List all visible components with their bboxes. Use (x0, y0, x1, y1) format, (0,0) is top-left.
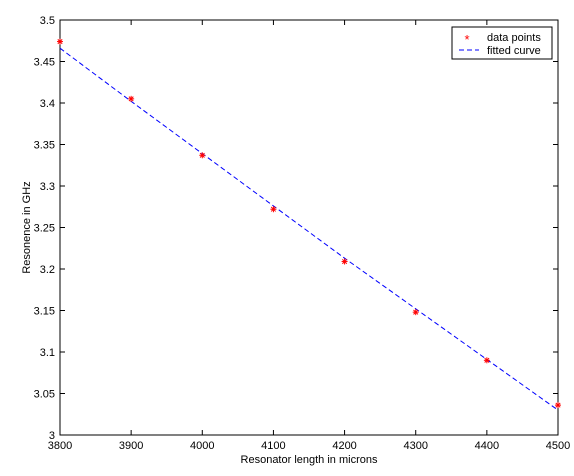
data-point (412, 309, 419, 316)
y-tick-label: 3.4 (40, 98, 55, 110)
y-axis-label: Resonence in GHz (21, 181, 33, 273)
fitted-curve-line (59, 47, 559, 411)
x-tick-label: 4500 (546, 440, 570, 452)
legend: * data points fitted curve (451, 26, 553, 60)
data-point (341, 258, 348, 265)
x-tick-label: 3900 (119, 440, 143, 452)
data-point (555, 402, 561, 409)
x-tick-label: 4300 (403, 440, 427, 452)
y-tick-label: 3.3 (40, 181, 55, 193)
y-tick-label: 3.2 (40, 264, 55, 276)
x-tick-label: 4200 (332, 440, 356, 452)
y-tick-label: 3.45 (34, 57, 55, 69)
y-tick-label: 3.25 (34, 223, 55, 235)
y-tick-label: 3.15 (34, 306, 55, 318)
y-tick-label: 3.1 (40, 347, 55, 359)
x-tick-label: 3800 (48, 440, 72, 452)
legend-marker-data-points: * (464, 32, 469, 47)
y-tick-label: 3.05 (34, 389, 55, 401)
axis-ticks: 3800 3900 4000 4100 4200 4300 4400 4500 3 3.05 3.1… (34, 15, 571, 452)
y-tick-label: 3.5 (40, 15, 55, 27)
x-axis-label: Resonator length in microns (241, 454, 378, 466)
plot-area (59, 19, 559, 436)
legend-label-data-points: data points (487, 32, 541, 44)
data-point (270, 206, 277, 213)
series-layer (57, 38, 561, 411)
data-point (128, 95, 135, 102)
x-tick-label: 4100 (261, 440, 285, 452)
legend-box (451, 26, 553, 60)
data-point (57, 38, 63, 45)
data-point (483, 357, 490, 364)
x-tick-label: 4400 (475, 440, 499, 452)
y-tick-label: 3 (49, 430, 55, 442)
legend-label-fitted-curve: fitted curve (487, 45, 541, 57)
data-point (199, 152, 206, 159)
x-tick-label: 4000 (190, 440, 214, 452)
y-tick-label: 3.35 (34, 140, 55, 152)
